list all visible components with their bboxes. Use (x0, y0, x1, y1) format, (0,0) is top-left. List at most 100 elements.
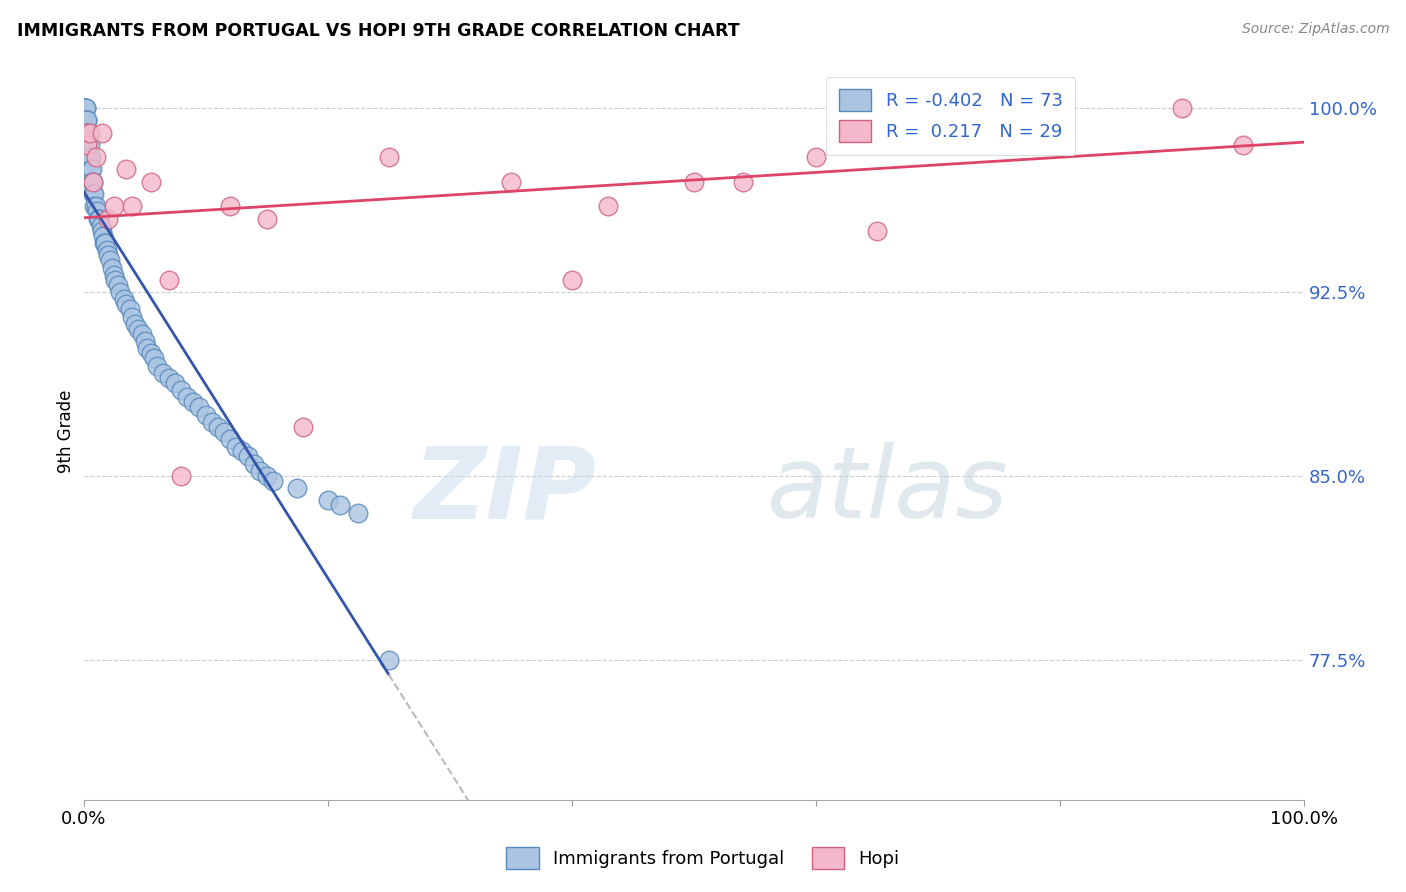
Point (76, 113, 98, 128)
Point (90, 219, 112, 233)
Point (134, 334, 156, 348)
Point (83, 199, 105, 213)
Point (561, 273, 583, 287)
Point (112, 293, 135, 307)
Point (76, 138, 98, 153)
Point (139, 175, 162, 189)
Point (285, 481, 308, 495)
Point (127, 322, 149, 336)
Point (100, 260, 122, 275)
Point (212, 425, 235, 439)
Point (136, 342, 159, 356)
Point (262, 474, 284, 488)
Point (83, 186, 105, 201)
Point (80, 175, 103, 189)
Point (86, 204, 108, 219)
Point (256, 211, 278, 226)
Point (145, 359, 167, 373)
Point (1049, 138, 1071, 153)
Point (73, 101, 96, 115)
Point (90, 126, 112, 140)
Point (682, 175, 704, 189)
Point (107, 277, 129, 292)
Point (292, 420, 315, 434)
Point (87, 211, 110, 226)
Point (804, 150, 827, 164)
Point (75, 101, 97, 115)
Point (84, 150, 107, 164)
Point (170, 383, 193, 397)
Point (866, 224, 889, 238)
Point (152, 366, 174, 380)
Point (499, 175, 522, 189)
Text: IMMIGRANTS FROM PORTUGAL VS HOPI 9TH GRADE CORRELATION CHART: IMMIGRANTS FROM PORTUGAL VS HOPI 9TH GRA… (17, 22, 740, 40)
Point (188, 401, 211, 415)
Point (115, 297, 138, 311)
Point (118, 302, 141, 317)
Point (927, 101, 949, 115)
Point (77, 138, 100, 153)
Point (256, 469, 278, 483)
Point (231, 444, 253, 458)
Point (243, 457, 266, 471)
Point (143, 351, 166, 366)
Point (316, 493, 339, 508)
Point (97, 211, 120, 226)
Point (131, 326, 153, 341)
Point (103, 268, 125, 282)
Point (219, 199, 242, 213)
Point (80, 162, 103, 177)
Text: Source: ZipAtlas.com: Source: ZipAtlas.com (1241, 22, 1389, 37)
Point (79, 150, 101, 164)
Point (157, 273, 180, 287)
Point (176, 391, 198, 405)
Point (377, 150, 399, 164)
Point (987, 101, 1010, 115)
Point (75, 113, 97, 128)
Point (115, 162, 138, 177)
Point (80, 162, 103, 177)
Point (139, 346, 162, 360)
Point (165, 376, 187, 390)
Point (84, 199, 107, 213)
Point (73, 101, 96, 115)
Point (82, 175, 104, 189)
Point (1171, 101, 1194, 115)
Point (79, 126, 101, 140)
Point (90, 224, 112, 238)
Point (103, 199, 125, 213)
Point (225, 440, 247, 454)
Y-axis label: 9th Grade: 9th Grade (58, 390, 75, 474)
Point (79, 138, 101, 153)
Point (75, 101, 97, 115)
Legend: Immigrants from Portugal, Hopi: Immigrants from Portugal, Hopi (499, 839, 907, 876)
Point (89, 211, 111, 226)
Point (121, 310, 143, 324)
Point (731, 175, 754, 189)
Point (77, 126, 100, 140)
Point (598, 199, 620, 213)
Point (329, 499, 352, 513)
Legend: R = -0.402   N = 73, R =  0.217   N = 29: R = -0.402 N = 73, R = 0.217 N = 29 (827, 77, 1076, 155)
Point (347, 506, 370, 520)
Point (377, 653, 399, 667)
Point (170, 469, 193, 483)
Text: atlas: atlas (768, 442, 1008, 539)
Point (238, 450, 260, 464)
Point (96, 244, 118, 258)
Point (76, 126, 98, 140)
Point (104, 273, 127, 287)
Point (82, 175, 104, 189)
Point (249, 464, 271, 478)
Point (91, 228, 114, 243)
Point (194, 408, 217, 422)
Point (98, 253, 121, 268)
Point (219, 432, 242, 446)
Point (82, 186, 104, 201)
Point (1232, 138, 1254, 153)
Point (124, 317, 146, 331)
Point (94, 235, 117, 250)
Point (157, 371, 180, 385)
Point (201, 415, 224, 429)
Point (108, 285, 131, 299)
